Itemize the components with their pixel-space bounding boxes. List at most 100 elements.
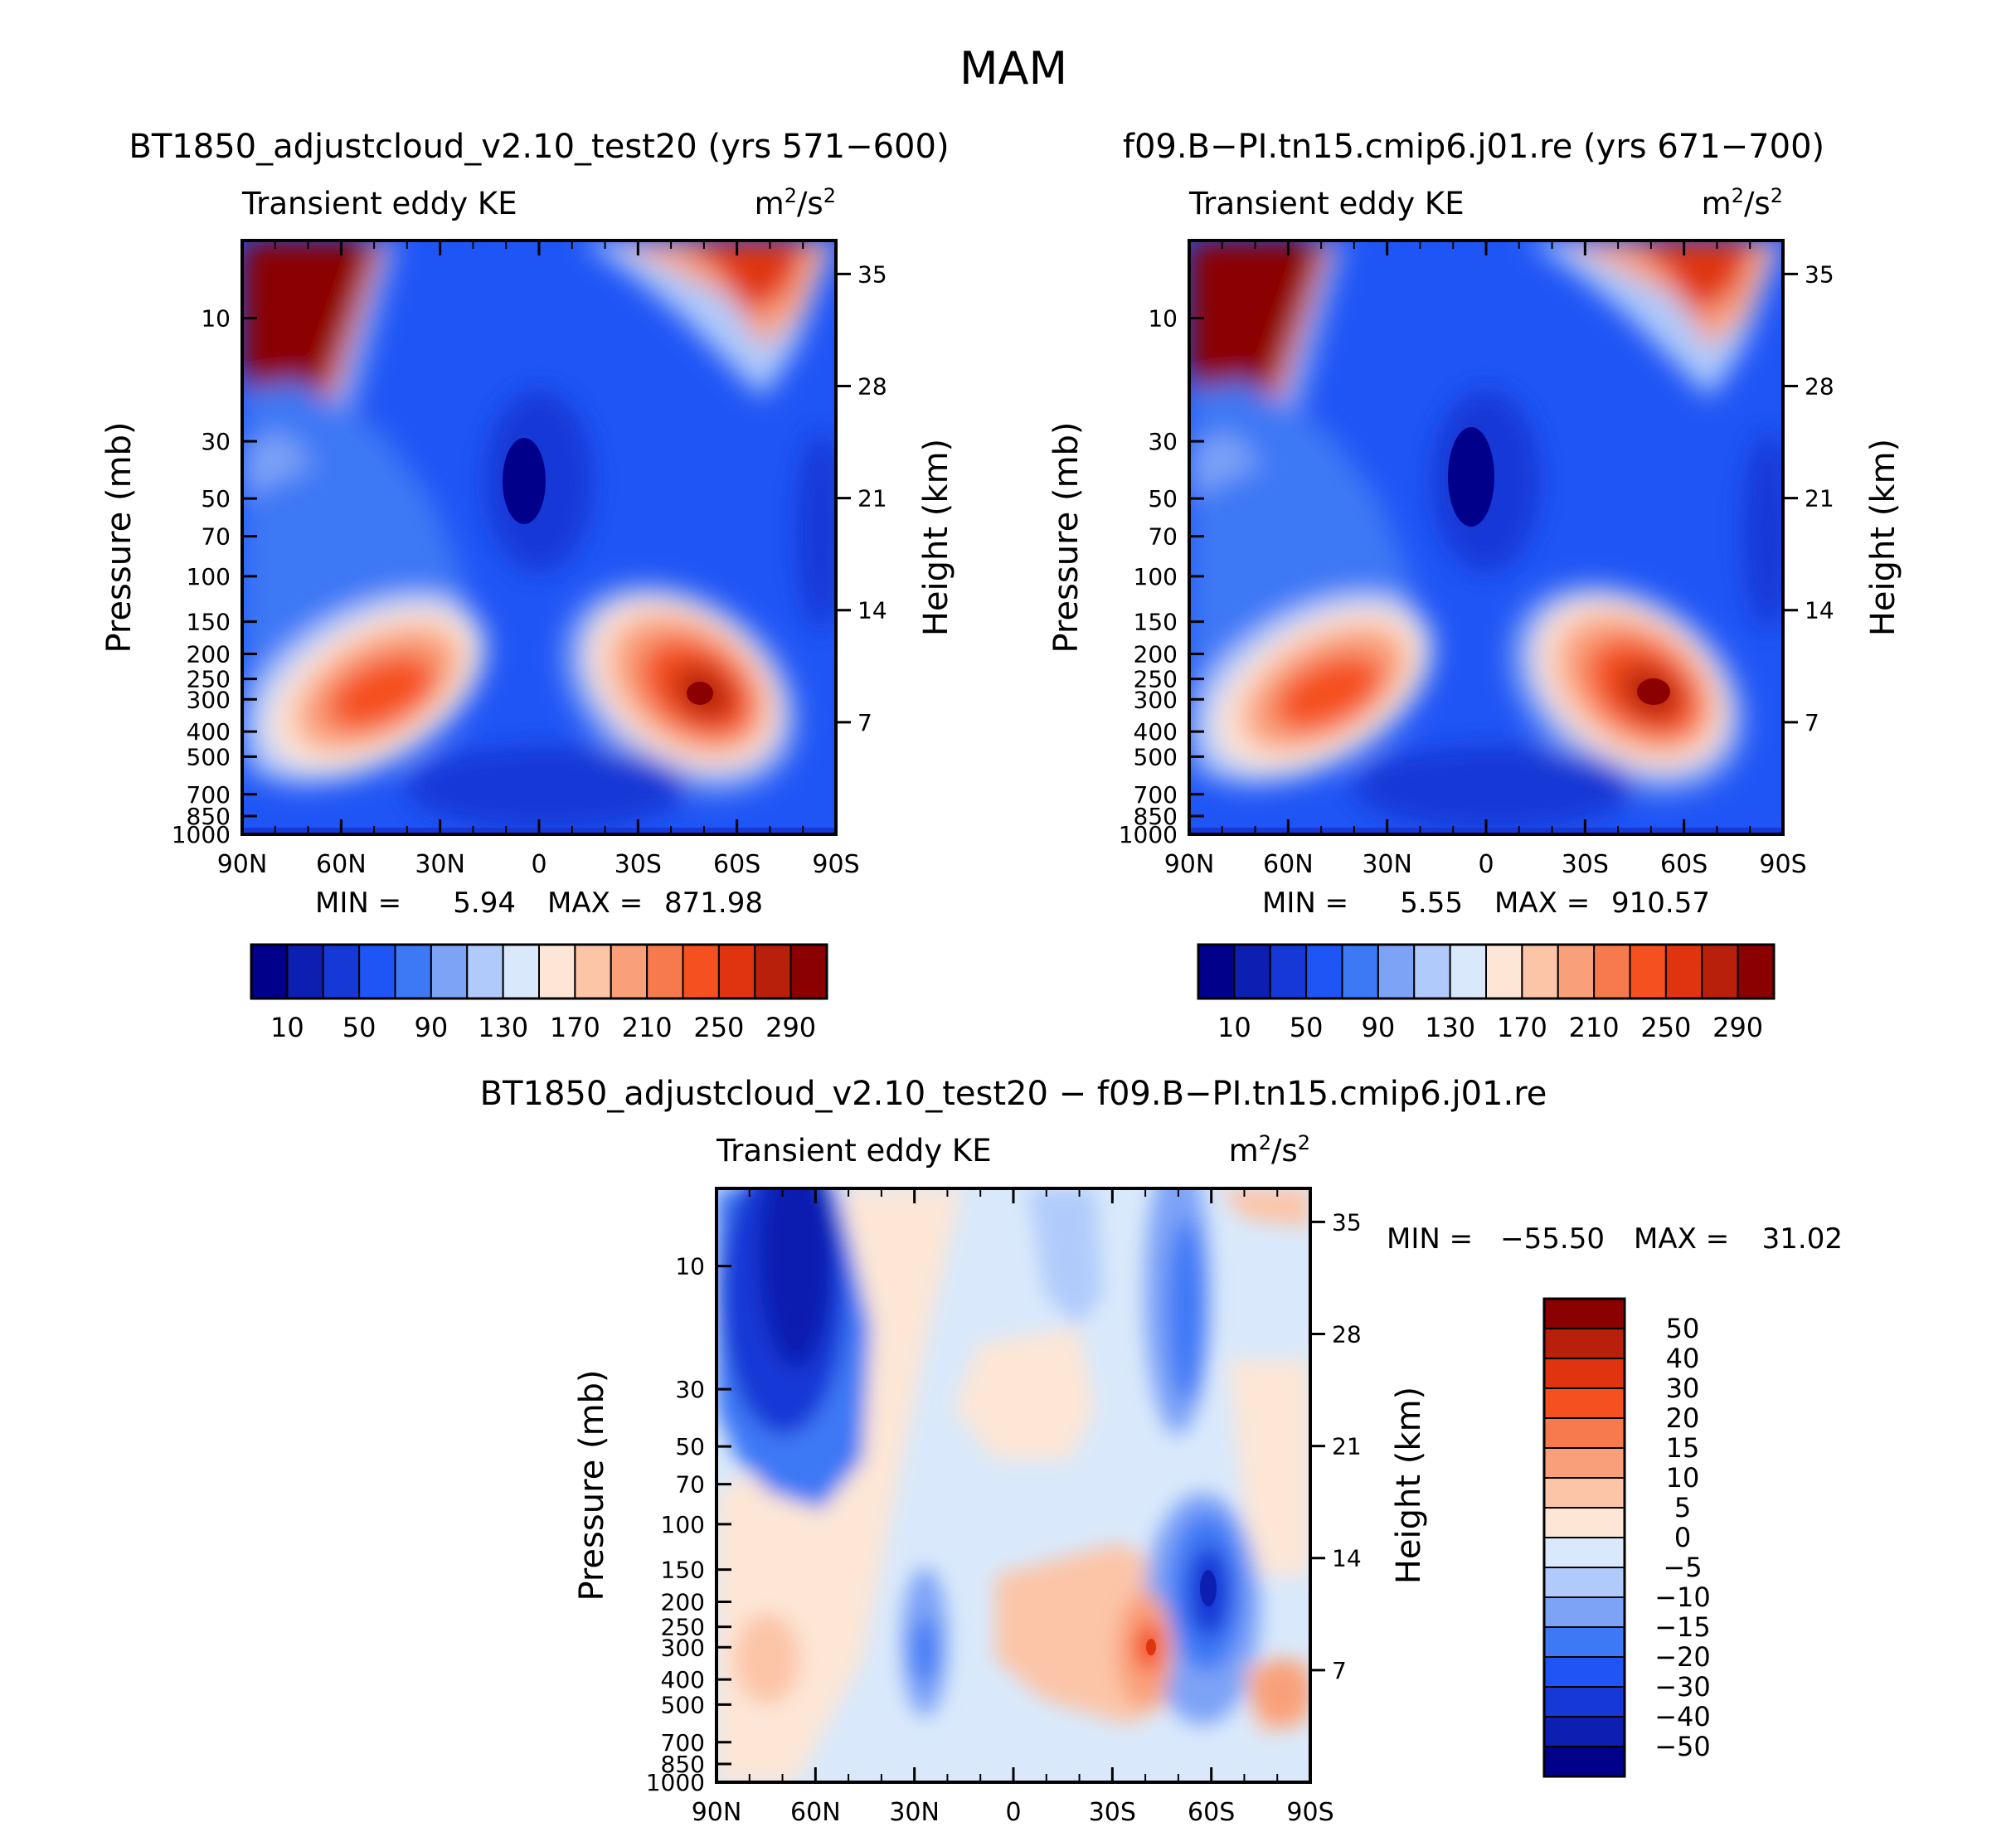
- y-tick-label: 50: [201, 485, 231, 513]
- field-units: m2/s2: [755, 184, 836, 221]
- y-tick-label: 10: [201, 305, 231, 333]
- y2-tick-label: 21: [1332, 1433, 1362, 1460]
- y-tick-label: 500: [187, 743, 231, 770]
- panel-title: BT1850_adjustcloud_v2.10_test20 − f09.B−…: [480, 1075, 1547, 1113]
- colorbar-label: 210: [1569, 1012, 1620, 1043]
- max-label: MAX =: [1634, 1222, 1729, 1256]
- y-axis-label: Pressure (mb): [100, 421, 138, 653]
- colorbar-swatch: [1543, 1626, 1625, 1658]
- x-tick-label: 30S: [1089, 1798, 1136, 1827]
- panel-title: f09.B−PI.tn15.cmip6.j01.re (yrs 671−700): [1123, 128, 1824, 166]
- colorbar-swatch: [1377, 944, 1416, 999]
- y2-tick-label: 14: [1805, 597, 1834, 624]
- y2-tick-label: 21: [1805, 485, 1834, 513]
- colorbar-label: −50: [1654, 1731, 1711, 1762]
- colorbar-frame: [250, 943, 828, 1000]
- colorbar-swatch: [1341, 944, 1379, 999]
- x-tick-label: 60N: [790, 1798, 841, 1827]
- y-tick-label: 850: [661, 1751, 705, 1778]
- max-label: MAX =: [1494, 887, 1590, 920]
- y2-axis-label: Height (km): [1390, 1387, 1428, 1584]
- colorbar-swatch: [574, 944, 612, 999]
- x-tick-label: 0: [531, 850, 547, 879]
- colorbar-label: −15: [1654, 1611, 1711, 1643]
- colorbar-swatch: [1593, 944, 1631, 999]
- y-tick-label: 50: [1148, 485, 1178, 513]
- colorbar-swatch: [1543, 1686, 1625, 1718]
- y-tick-label: 70: [201, 523, 231, 551]
- y-tick-label: 150: [187, 609, 231, 636]
- colorbar-label: −20: [1654, 1641, 1711, 1673]
- colorbar-swatch: [1737, 944, 1775, 999]
- colorbar-label: 50: [342, 1012, 376, 1043]
- colorbar-swatch: [1543, 1596, 1625, 1628]
- y-tick-label: 250: [1134, 666, 1178, 693]
- y-tick-label: 10: [675, 1253, 705, 1280]
- colorbar-swatch: [1543, 1537, 1625, 1568]
- y-tick-label: 850: [187, 803, 231, 830]
- field-name: Transient eddy KE: [716, 1133, 992, 1169]
- x-tick-label: 90N: [692, 1798, 742, 1827]
- y2-tick-label: 14: [857, 597, 887, 624]
- colorbar-swatch: [1485, 944, 1523, 999]
- y2-tick-label: 28: [1805, 372, 1834, 400]
- y-tick-label: 500: [661, 1691, 705, 1718]
- colorbar-frame: [1197, 943, 1776, 1000]
- colorbar-swatch: [1543, 1328, 1625, 1359]
- y-tick-label: 10: [1148, 305, 1178, 333]
- colorbar-label: 0: [1674, 1522, 1691, 1553]
- min-value: 5.94: [453, 887, 516, 920]
- x-tick-label: 90S: [1759, 850, 1806, 879]
- colorbar-swatch: [1305, 944, 1343, 999]
- colorbar-label: 210: [622, 1012, 673, 1043]
- x-tick-label: 60N: [316, 850, 367, 879]
- min-value: −55.50: [1500, 1222, 1605, 1256]
- contour-field: [717, 1188, 1310, 1782]
- colorbar-swatch: [1413, 944, 1451, 999]
- colorbar-label: 290: [1712, 1012, 1763, 1043]
- x-tick-label: 30N: [1362, 850, 1412, 879]
- y-tick-label: 1000: [646, 1769, 705, 1796]
- contour-field: [1189, 241, 1783, 834]
- colorbar-label: 290: [765, 1012, 816, 1043]
- colorbar-swatch: [1543, 1656, 1625, 1688]
- max-label: MAX =: [547, 887, 643, 920]
- y2-tick-label: 21: [857, 485, 887, 513]
- y-tick-label: 1000: [172, 821, 231, 848]
- y-tick-label: 700: [1134, 781, 1178, 809]
- y-tick-label: 100: [1134, 563, 1178, 590]
- colorbar-swatch: [1543, 1417, 1625, 1449]
- colorbar-label: −10: [1654, 1582, 1711, 1613]
- colorbar-swatch: [430, 944, 469, 999]
- colorbar-label: 130: [478, 1012, 528, 1043]
- colorbar-swatch: [1197, 944, 1236, 999]
- min-label: MIN =: [1262, 887, 1348, 920]
- colorbar-swatch: [394, 944, 432, 999]
- colorbar-swatch: [1543, 1387, 1625, 1419]
- y2-tick-label: 14: [1332, 1545, 1362, 1572]
- y2-tick-label: 35: [1805, 260, 1834, 288]
- y-tick-label: 500: [1134, 743, 1178, 770]
- colorbar-label: 250: [1640, 1012, 1691, 1043]
- x-tick-label: 60S: [1188, 1798, 1235, 1827]
- colorbar-swatch: [1543, 1447, 1625, 1479]
- colorbar-label: 10: [1666, 1462, 1700, 1494]
- y2-tick-label: 28: [1332, 1320, 1362, 1348]
- x-tick-label: 30N: [415, 850, 465, 879]
- min-label: MIN =: [1387, 1222, 1473, 1256]
- colorbar-label: 15: [1666, 1432, 1700, 1464]
- colorbar-swatch: [1543, 1567, 1625, 1598]
- y-tick-label: 70: [675, 1471, 705, 1499]
- x-tick-label: 90S: [1286, 1798, 1333, 1827]
- y-tick-label: 250: [661, 1614, 705, 1641]
- colorbar-swatch: [322, 944, 361, 999]
- y-tick-label: 400: [1134, 718, 1178, 746]
- y-tick-label: 30: [201, 428, 231, 455]
- colorbar-swatch: [1543, 1507, 1625, 1538]
- panel-title: BT1850_adjustcloud_v2.10_test20 (yrs 571…: [129, 128, 949, 166]
- x-tick-label: 90N: [1164, 850, 1215, 879]
- field-name: Transient eddy KE: [241, 186, 517, 221]
- y-axis-label: Pressure (mb): [573, 1369, 611, 1601]
- y-tick-label: 700: [187, 781, 231, 809]
